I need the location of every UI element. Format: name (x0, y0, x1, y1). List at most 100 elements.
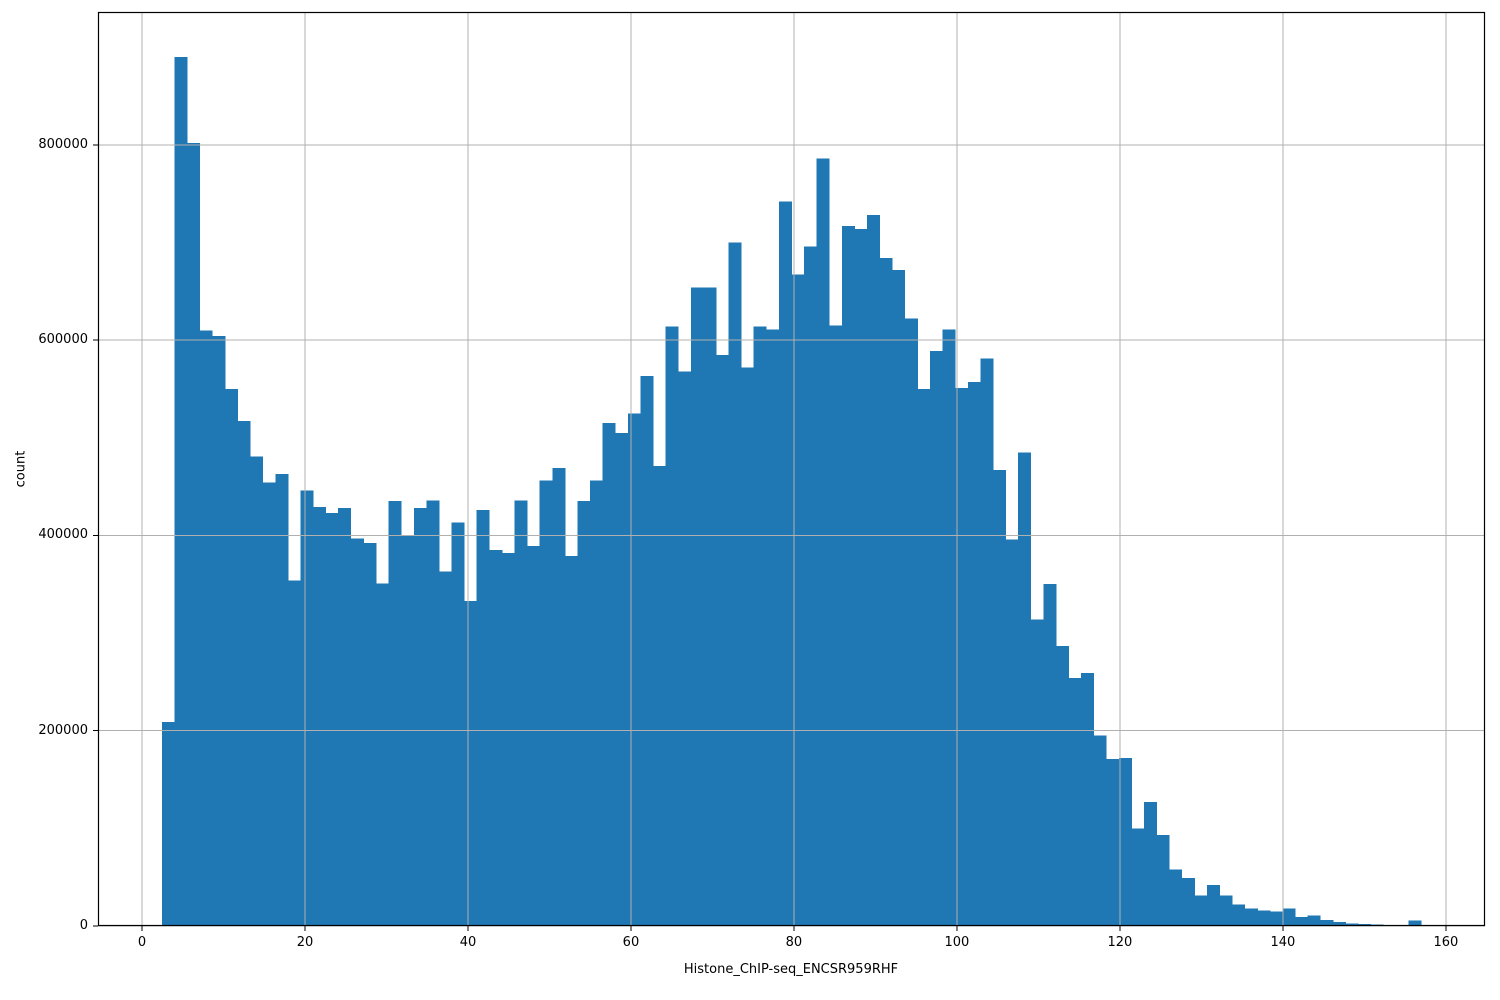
histogram-bar (1043, 584, 1057, 926)
histogram-bar (224, 388, 238, 926)
histogram-bar (1055, 645, 1069, 926)
histogram-bar (527, 546, 541, 926)
x-tick-label: 100 (944, 935, 970, 950)
histogram-bar (892, 269, 906, 926)
y-tick-label: 400000 (38, 527, 88, 543)
histogram-bar (451, 522, 465, 926)
histogram-bar (703, 287, 717, 926)
histogram-bar (1219, 895, 1233, 926)
histogram-bar (250, 456, 264, 926)
histogram-bar (300, 490, 314, 926)
histogram-bar (854, 228, 868, 926)
y-tick-label: 600000 (38, 332, 88, 348)
histogram-bar (514, 500, 528, 926)
histogram-bar (413, 508, 427, 926)
x-tick-label: 20 (296, 935, 314, 950)
histogram-bar (1345, 923, 1359, 926)
histogram-bar (1332, 922, 1346, 926)
histogram-bar (1206, 884, 1220, 926)
histogram-bar (350, 538, 364, 926)
histogram-bar (841, 225, 855, 927)
histogram-bar (1005, 539, 1019, 926)
histogram-bar (1282, 908, 1296, 926)
histogram-bar (741, 367, 755, 926)
histogram-bar (376, 583, 389, 926)
plot-frame (97, 11, 1486, 927)
histogram-bar (665, 326, 679, 926)
histogram-bar (325, 512, 339, 926)
histogram-bar (728, 242, 742, 926)
histogram-bar (917, 388, 931, 926)
histogram-bar (262, 482, 276, 926)
histogram-bar (489, 550, 503, 926)
histogram-bar (1093, 735, 1107, 926)
y-tick-label: 200000 (38, 722, 88, 738)
x-tick-label: 40 (459, 935, 477, 950)
x-tick-label: 160 (1433, 935, 1459, 950)
histogram-bar (275, 473, 289, 926)
histogram-bar (1131, 828, 1145, 926)
y-tick-label: 800000 (38, 136, 88, 152)
histogram-bar (564, 555, 578, 926)
histogram-bar (615, 432, 629, 926)
histogram-bar (1081, 673, 1095, 926)
x-tick-label: 140 (1270, 935, 1296, 950)
histogram-bar (1320, 920, 1334, 926)
histogram-bar (1181, 878, 1195, 926)
histogram-bar (199, 330, 213, 927)
histogram-bar (1018, 452, 1032, 926)
histogram-bar (313, 507, 327, 926)
histogram-bar (942, 329, 956, 926)
histogram-bar (967, 382, 981, 927)
y-tick-label: 0 (79, 918, 88, 933)
histogram-bar (287, 580, 301, 926)
histogram-bar (715, 354, 729, 926)
histogram-bar (426, 500, 440, 926)
histogram-bar (678, 371, 692, 927)
histogram-bar (904, 318, 918, 926)
histogram-bar (476, 510, 490, 926)
histogram-bar (753, 326, 767, 926)
histogram-bar (1030, 619, 1044, 926)
histogram-bar (829, 325, 843, 927)
histogram-bar (1307, 915, 1321, 926)
histogram-bar (1194, 895, 1208, 926)
histogram-bar (867, 215, 881, 927)
histogram-bar (627, 413, 641, 927)
histogram-bar (1244, 908, 1258, 926)
histogram-bar (1257, 910, 1271, 926)
histogram-bar (1106, 759, 1120, 926)
histogram-bar (690, 287, 704, 926)
histogram-bar (879, 258, 893, 926)
histogram-bar (955, 387, 969, 926)
histogram-bar (501, 552, 515, 926)
histogram-bar (338, 508, 352, 926)
histogram-bar (1156, 835, 1170, 926)
histogram-bar (237, 421, 251, 926)
histogram-bar (212, 336, 226, 926)
histogram-bar (980, 358, 994, 926)
x-tick-label: 0 (137, 935, 147, 950)
histogram-bar (930, 350, 943, 927)
y-axis-label: count (13, 450, 29, 488)
histogram-bar (653, 466, 666, 926)
histogram-bar (791, 274, 805, 926)
histogram-bar (1169, 869, 1183, 926)
histogram-bar (1232, 904, 1246, 926)
histogram-bar (640, 376, 654, 927)
histogram-bar (1408, 920, 1422, 926)
histogram-bar (1144, 801, 1158, 926)
x-tick-label: 60 (622, 935, 640, 950)
histogram-bar (438, 571, 452, 926)
histogram-bar (992, 469, 1006, 926)
histogram-bar (363, 543, 377, 926)
histogram-bar (161, 721, 175, 926)
histogram-bar (174, 56, 188, 927)
histogram-bar (778, 201, 792, 926)
histogram-bar (552, 468, 566, 926)
histogram-bar (766, 329, 780, 926)
histogram-bar (187, 142, 201, 927)
histogram-bar (539, 480, 553, 926)
histogram-bar (1068, 677, 1082, 926)
